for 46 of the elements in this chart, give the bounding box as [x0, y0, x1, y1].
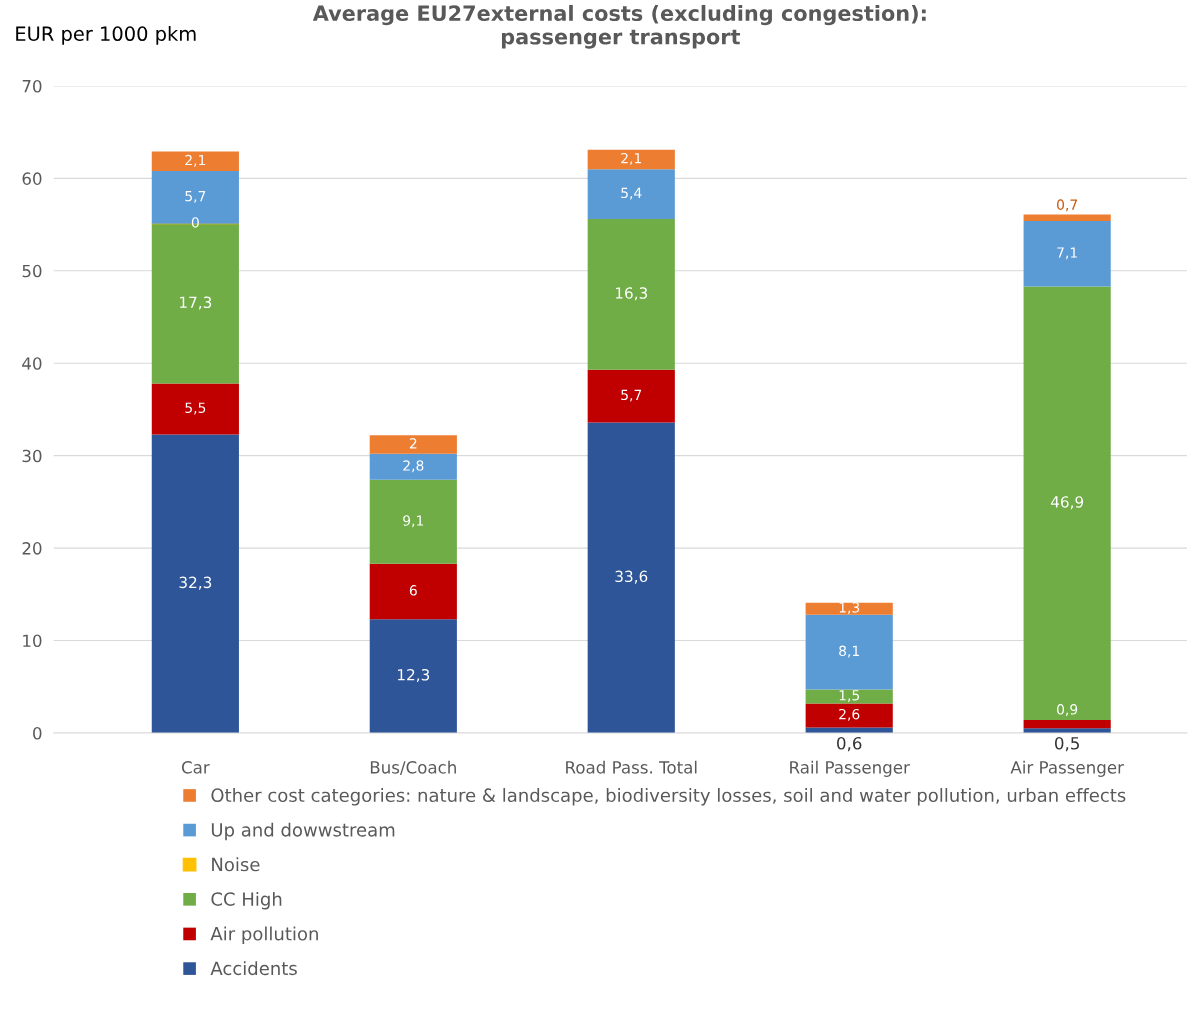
x-tick-label: Rail Passenger — [790, 760, 910, 777]
data-label: 2,1 — [185, 154, 206, 167]
data-label: 9,1 — [403, 515, 424, 528]
data-label: 6 — [409, 585, 417, 596]
y-axis-title: EUR per 1000 pkm — [16, 25, 196, 45]
data-label: 2 — [409, 438, 417, 449]
data-label: 5,5 — [185, 402, 206, 415]
legend-label: Air pollution — [210, 926, 318, 945]
y-tick-label: 10 — [23, 634, 42, 648]
data-label: 46,9 — [1050, 496, 1084, 510]
y-tick-label: 50 — [22, 264, 42, 278]
data-label: 0,6 — [837, 736, 862, 752]
chart-title: Average EU27external costs (excluding congestion): passenger transport — [312, 4, 926, 49]
data-label: 33,6 — [615, 570, 648, 584]
x-tick-label: Air Passenger — [1010, 760, 1124, 777]
x-tick-label: Road Pass. Total — [566, 760, 697, 774]
y-tick-label: 20 — [22, 542, 42, 555]
data-label: 0,9 — [1057, 704, 1078, 716]
y-tick-label: 30 — [22, 449, 42, 463]
y-tick-label: 40 — [22, 357, 42, 370]
legend-label: Other cost categories: nature & landscape, biodiversity losses, soil and water pollution, urban effects — [211, 788, 1126, 806]
data-label: 16,3 — [615, 287, 648, 301]
legend-label: Noise — [212, 857, 260, 872]
y-tick-label: 60 — [22, 172, 42, 185]
y-tick-label: 70 — [22, 79, 42, 93]
data-label: 1,5 — [839, 690, 860, 702]
data-label: 0,7 — [1057, 199, 1078, 212]
data-label: 7,1 — [1057, 247, 1077, 260]
data-label: 5,4 — [621, 187, 642, 200]
y-tick-label: 0 — [33, 726, 42, 740]
data-label: 32,3 — [179, 576, 212, 590]
data-label: 0,5 — [1055, 736, 1079, 752]
data-label: 8,1 — [839, 645, 859, 658]
legend-label: CC High — [211, 891, 282, 910]
data-label: 1,3 — [839, 602, 860, 615]
legend-label: Accidents — [210, 961, 297, 976]
data-label: 5,7 — [621, 389, 642, 402]
data-label: 2,6 — [839, 708, 860, 721]
legend-label: Up and dowwstream — [211, 822, 395, 841]
x-tick-label: Car — [181, 761, 210, 774]
x-tick-label: Bus/Coach — [370, 760, 456, 775]
data-label: 2,1 — [621, 152, 642, 165]
data-label: 2,8 — [403, 460, 424, 473]
data-label: 5,7 — [185, 191, 206, 203]
data-label: 17,3 — [180, 296, 212, 310]
data-label: 12,3 — [397, 669, 430, 683]
